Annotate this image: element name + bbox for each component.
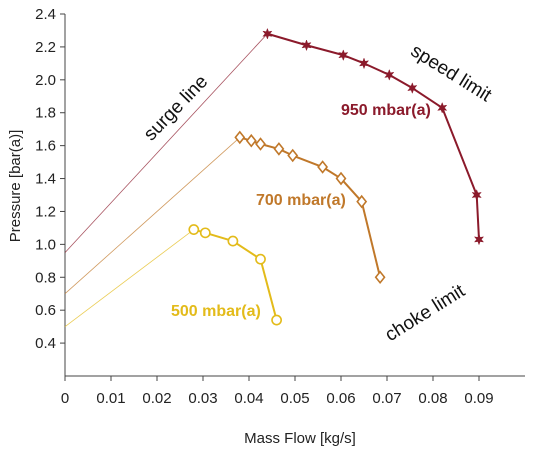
- x-axis-title: Mass Flow [kg/s]: [244, 430, 356, 447]
- x-tick-label: 0.01: [96, 390, 125, 407]
- y-tick-label: 2.0: [35, 72, 56, 89]
- series-layer: [188, 27, 485, 326]
- data-point: [234, 130, 246, 145]
- y-tick-label: 2.2: [35, 39, 56, 56]
- x-tick-label: 0.03: [188, 390, 217, 407]
- data-point: [273, 142, 285, 156]
- surge-line: [64, 229, 195, 327]
- data-point: [384, 68, 395, 81]
- data-point: [356, 194, 368, 209]
- y-tick-label: 1.6: [35, 138, 56, 155]
- data-point: [199, 227, 211, 239]
- data-point: [255, 253, 266, 265]
- data-point: [471, 189, 482, 201]
- x-tick-label: 0.04: [234, 390, 263, 407]
- y-tick-label: 0.4: [35, 335, 56, 352]
- data-point: [473, 233, 485, 246]
- x-tick-label: 0.05: [280, 390, 309, 407]
- data-point: [255, 137, 266, 151]
- data-point: [358, 57, 370, 70]
- y-tick-label: 1.2: [35, 203, 56, 220]
- surge-line: [64, 33, 268, 253]
- y-axis-title: Pressure [bar(a)]: [7, 130, 24, 243]
- data-point: [271, 314, 282, 326]
- y-tick-label: 1.0: [35, 236, 56, 253]
- data-point: [317, 160, 329, 174]
- series-label-700: 700 mbar(a): [256, 192, 346, 209]
- data-point: [338, 49, 349, 62]
- x-ticks: 0 0.01 0.02 0.03 0.04 0.05 0.06 0.07 0.08 0.09: [61, 376, 494, 407]
- data-point: [301, 39, 312, 52]
- data-point: [407, 82, 418, 94]
- data-point: [262, 27, 273, 40]
- x-tick-label: 0.08: [418, 390, 447, 407]
- data-point: [188, 224, 200, 235]
- speed-limit-annotation: speed limit: [407, 40, 496, 106]
- data-point: [335, 171, 347, 186]
- y-tick-label: 1.8: [35, 105, 56, 122]
- y-tick-label: 2.4: [35, 6, 56, 23]
- x-tick-label: 0.09: [464, 390, 493, 407]
- x-tick-label: 0: [61, 390, 69, 407]
- choke-limit-annotation: choke limit: [381, 280, 469, 346]
- surge-line-annotation: surge line: [140, 71, 212, 145]
- data-point: [245, 133, 257, 148]
- series-2: [188, 224, 282, 326]
- series-0: [262, 27, 485, 246]
- data-point: [374, 270, 386, 285]
- x-tick-label: 0.07: [372, 390, 401, 407]
- series-1: [234, 130, 386, 285]
- y-tick-label: 1.4: [35, 171, 56, 188]
- series-label-950: 950 mbar(a): [341, 102, 431, 119]
- y-tick-label: 0.6: [35, 302, 56, 319]
- data-point: [437, 101, 448, 114]
- x-tick-label: 0.02: [142, 390, 171, 407]
- y-tick-label: 0.8: [35, 269, 56, 286]
- y-ticks: 0.4 0.6 0.8 1.0 1.2 1.4 1.6 1.8 2.0 2.2 2.4: [35, 6, 65, 352]
- series-label-500: 500 mbar(a): [171, 303, 261, 320]
- data-point: [287, 148, 299, 163]
- surge-line: [64, 137, 241, 295]
- surge-lines: [64, 33, 268, 327]
- x-tick-label: 0.06: [326, 390, 355, 407]
- data-point: [227, 235, 239, 247]
